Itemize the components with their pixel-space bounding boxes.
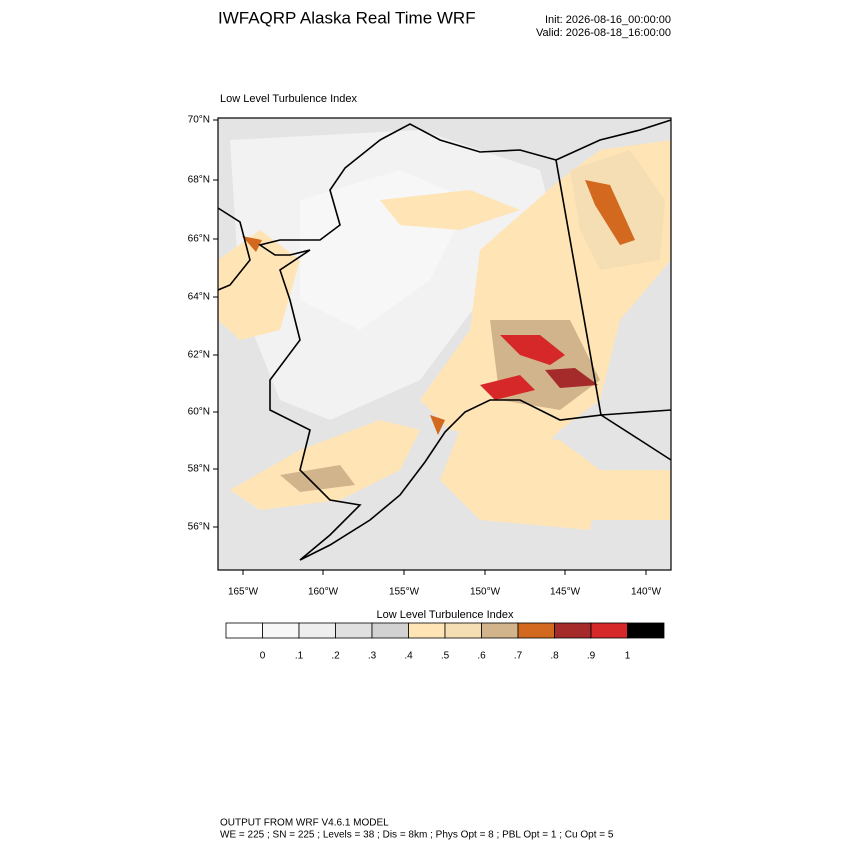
colorbar-label: 0 [260, 651, 266, 662]
lat-label: 68°N [188, 175, 210, 186]
colorbar-box [371, 622, 409, 639]
title: IWFAQRP Alaska Real Time WRF [218, 8, 476, 27]
lat-label: 70°N [188, 115, 210, 126]
colorbar-box [554, 622, 592, 639]
colorbar: 0 .1 .2 .3 .4 .5 .6 .7 .8 .9 1 [225, 622, 665, 662]
colorbar-box [408, 622, 446, 639]
colorbar-box [590, 622, 628, 639]
lat-label: 64°N [188, 292, 210, 303]
colorbar-box [298, 622, 336, 639]
map-title: Low Level Turbulence Index [220, 93, 357, 105]
coastline [217, 119, 672, 561]
lat-label: 62°N [188, 350, 210, 361]
colorbar-label: 1 [625, 651, 631, 662]
lat-label: 58°N [188, 464, 210, 475]
map-frame [217, 117, 672, 571]
colorbar-box [444, 622, 482, 639]
lat-label: 56°N [188, 522, 210, 533]
valid-time: Valid: 2026-08-18_16:00:00 [536, 27, 671, 39]
footer-line: WE = 225 ; SN = 225 ; Levels = 38 ; Dis … [220, 830, 614, 841]
lon-label: 145°W [550, 587, 581, 598]
lon-label: 140°W [631, 587, 662, 598]
lon-label: 150°W [470, 587, 501, 598]
colorbar-label: .5 [441, 651, 450, 662]
colorbar-label: .8 [550, 651, 559, 662]
lat-label: 60°N [188, 407, 210, 418]
colorbar-label: .3 [368, 651, 377, 662]
colorbar-box [225, 622, 263, 639]
colorbar-label: .4 [404, 651, 413, 662]
colorbar-box [262, 622, 300, 639]
colorbar-box [627, 622, 665, 639]
colorbar-label: .1 [295, 651, 304, 662]
lon-label: 155°W [389, 587, 420, 598]
footer-line: OUTPUT FROM WRF V4.6.1 MODEL [220, 818, 389, 829]
colorbar-box [481, 622, 519, 639]
axes: 70°N 68°N 66°N 64°N 62°N 60°N 58°N 56°N 165°W 160… [188, 115, 662, 598]
colorbar-label: .2 [331, 651, 340, 662]
colorbar-title: Low Level Turbulence Index [377, 609, 514, 621]
lat-label: 66°N [188, 234, 210, 245]
colorbar-label: .9 [587, 651, 596, 662]
init-time: Init: 2026-08-16_00:00:00 [545, 14, 671, 26]
colorbar-label: .6 [477, 651, 486, 662]
colorbar-box [335, 622, 373, 639]
lon-label: 165°W [228, 587, 259, 598]
colorbar-box [517, 622, 555, 639]
lon-label: 160°W [308, 587, 339, 598]
map-field [218, 118, 671, 570]
colorbar-label: .7 [514, 651, 523, 662]
